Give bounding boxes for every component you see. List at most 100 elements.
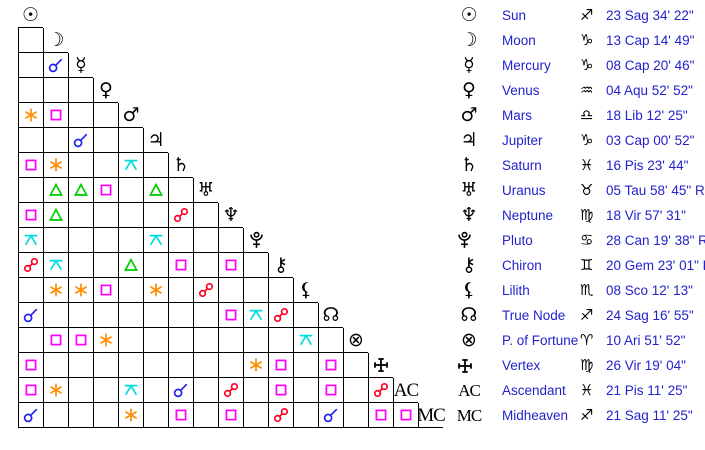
grid-row-true-node: ☊ bbox=[18, 303, 443, 328]
neptune-icon: ♆ bbox=[222, 203, 240, 226]
ascendant-label: AC bbox=[393, 379, 419, 401]
position-row-true-node: ☊ True Node ♐ 24 Sag 16' 55" bbox=[456, 303, 705, 328]
sextile-aspect-icon bbox=[50, 158, 62, 172]
planet-cell-neptune: ♆ bbox=[218, 203, 243, 228]
aspect-cell bbox=[243, 303, 268, 328]
aspect-cell bbox=[193, 328, 218, 353]
aspect-cell bbox=[118, 203, 143, 228]
position-row-midheaven: MC Midheaven ♐ 21 Sag 11' 25" bbox=[456, 403, 705, 428]
chiron-icon: ⚷ bbox=[462, 254, 476, 276]
aspect-cell bbox=[218, 278, 243, 303]
aspect-cell bbox=[343, 353, 368, 378]
aspect-cell bbox=[343, 403, 368, 428]
planet-name: Mercury bbox=[502, 58, 551, 73]
planet-name: Sun bbox=[502, 8, 527, 23]
aspect-cell bbox=[143, 303, 168, 328]
aspect-cell bbox=[43, 328, 68, 353]
aspect-cell bbox=[318, 353, 343, 378]
lib-sign-icon: ♎ bbox=[580, 106, 594, 124]
grid-row-jupiter: ♃ bbox=[18, 128, 443, 153]
aspect-cell bbox=[368, 403, 393, 428]
aspect-cell bbox=[143, 353, 168, 378]
planet-position: 21 Pis 11' 25" bbox=[606, 383, 688, 398]
sun-icon: ☉ bbox=[21, 3, 40, 26]
aspect-cell bbox=[243, 253, 268, 278]
quincunx-aspect-icon bbox=[124, 159, 138, 171]
grid-row-mercury: ☿ bbox=[18, 53, 443, 78]
planet-name: Saturn bbox=[502, 158, 542, 173]
vertex-icon bbox=[374, 358, 388, 372]
aspect-cell bbox=[43, 178, 68, 203]
venus-icon: ♀ bbox=[99, 78, 113, 101]
square-aspect-icon bbox=[25, 384, 37, 396]
aspect-cell bbox=[68, 253, 93, 278]
aspect-cell bbox=[18, 153, 43, 178]
square-aspect-icon bbox=[50, 109, 62, 121]
opposition-aspect-icon bbox=[23, 257, 39, 273]
planet-name: True Node bbox=[502, 308, 566, 323]
aspect-cell bbox=[143, 328, 168, 353]
aspect-cell bbox=[43, 228, 68, 253]
aspect-cell bbox=[43, 78, 68, 103]
position-row-p-of-fortune: ⊗ P. of Fortune ♈ 10 Ari 51' 52" bbox=[456, 328, 705, 353]
aspect-cell bbox=[118, 303, 143, 328]
aspect-cell bbox=[43, 203, 68, 228]
can-sign-icon: ♋ bbox=[580, 231, 594, 249]
aspect-cell bbox=[18, 203, 43, 228]
ari-sign-icon: ♈ bbox=[580, 331, 594, 349]
square-aspect-icon bbox=[175, 259, 187, 271]
grid-row-uranus: ♅ bbox=[18, 178, 443, 203]
aspect-cell bbox=[143, 403, 168, 428]
aspect-cell bbox=[18, 328, 43, 353]
planet-cell-saturn: ♄ bbox=[168, 153, 193, 178]
aspect-cell bbox=[18, 53, 43, 78]
aspect-cell bbox=[218, 378, 243, 403]
aspect-cell bbox=[318, 403, 343, 428]
p-of-fortune-icon: ⊗ bbox=[348, 328, 364, 351]
aspect-cell bbox=[68, 303, 93, 328]
planet-position: 18 Vir 57' 31" bbox=[606, 208, 686, 223]
aspect-cell bbox=[118, 253, 143, 278]
planet-position: 10 Ari 51' 52" bbox=[606, 333, 686, 348]
planet-name: Venus bbox=[502, 83, 540, 98]
planet-position: 24 Sag 16' 55" bbox=[606, 308, 694, 323]
square-aspect-icon bbox=[400, 409, 412, 421]
uranus-icon: ♅ bbox=[460, 179, 478, 201]
vir-sign-icon: ♍ bbox=[580, 206, 594, 224]
square-aspect-icon bbox=[325, 359, 337, 371]
planet-name: Mars bbox=[502, 108, 532, 123]
moon-icon: ☽ bbox=[460, 29, 478, 51]
planet-position: 18 Lib 12' 25" bbox=[606, 108, 688, 123]
aspect-cell bbox=[168, 303, 193, 328]
aspect-cell bbox=[18, 178, 43, 203]
planet-position: 08 Cap 20' 46" bbox=[606, 58, 695, 73]
square-aspect-icon bbox=[25, 359, 37, 371]
aspect-cell bbox=[93, 253, 118, 278]
pis-sign-icon: ♓ bbox=[580, 156, 594, 174]
aspect-cell bbox=[118, 153, 143, 178]
pluto-icon bbox=[458, 231, 471, 248]
aspect-cell bbox=[218, 353, 243, 378]
sextile-aspect-icon bbox=[250, 358, 262, 372]
trine-aspect-icon bbox=[48, 182, 64, 196]
trine-aspect-icon bbox=[148, 182, 164, 196]
aspect-cell bbox=[218, 403, 243, 428]
aspect-grid: ☉ ☽ ☿ ♀ ♂ ♃ ♄ ♅ ♆ ⚷ ⚸ ☊ ⊗ AC MC bbox=[18, 3, 446, 428]
aspect-cell bbox=[93, 178, 118, 203]
square-aspect-icon bbox=[225, 259, 237, 271]
aspect-cell bbox=[68, 103, 93, 128]
aspect-cell bbox=[193, 403, 218, 428]
grid-row-chiron: ⚷ bbox=[18, 253, 443, 278]
square-aspect-icon bbox=[175, 409, 187, 421]
aspect-cell bbox=[68, 128, 93, 153]
aspect-cell bbox=[243, 378, 268, 403]
aspect-cell bbox=[218, 328, 243, 353]
opposition-aspect-icon bbox=[373, 382, 389, 398]
planet-position: 20 Gem 23' 01" R bbox=[606, 258, 705, 273]
aspect-cell bbox=[168, 278, 193, 303]
planet-cell-mercury: ☿ bbox=[68, 53, 93, 78]
position-row-lilith: ⚸ Lilith ♏ 08 Sco 12' 13" bbox=[456, 278, 705, 303]
square-aspect-icon bbox=[75, 334, 87, 346]
aspect-cell bbox=[193, 353, 218, 378]
quincunx-aspect-icon bbox=[49, 259, 63, 271]
